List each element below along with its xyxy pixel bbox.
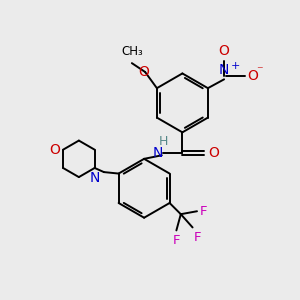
Text: O: O (248, 69, 259, 83)
Text: O: O (138, 65, 149, 79)
Text: N: N (219, 63, 229, 77)
Text: +: + (231, 61, 240, 71)
Text: F: F (199, 205, 207, 218)
Text: H: H (159, 135, 168, 148)
Text: N: N (89, 172, 100, 185)
Text: O: O (49, 143, 60, 157)
Text: O: O (208, 146, 219, 160)
Text: O: O (219, 44, 230, 58)
Text: F: F (194, 231, 202, 244)
Text: N: N (153, 146, 163, 160)
Text: F: F (172, 234, 180, 247)
Text: ⁻: ⁻ (256, 64, 262, 77)
Text: CH₃: CH₃ (121, 45, 143, 58)
